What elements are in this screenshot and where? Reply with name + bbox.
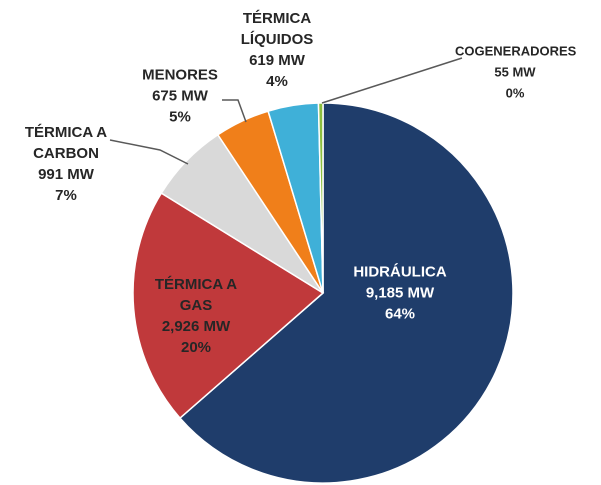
value-label: 9,185 MW (365, 284, 435, 302)
percent-label: 64% (384, 305, 416, 323)
category-label: MENORES (142, 66, 218, 84)
percent-label: 4% (266, 73, 288, 90)
percent-label: 20% (180, 339, 212, 356)
value-label: 991 MW (38, 166, 94, 183)
slice-label: TÉRMICA A CARBON 991 MW 7% (16, 122, 116, 206)
category-label: TÉRMICA A GAS (154, 276, 238, 314)
slice-label: TÉRMICA LÍQUIDOS 619 MW 4% (232, 8, 322, 92)
slice (132, 192, 325, 420)
value-label: 55 MW (494, 64, 536, 80)
leader-line (222, 99, 247, 123)
slice-label: HIDRÁULICA 9,185 MW 64% (330, 262, 470, 325)
value-label: 619 MW (249, 52, 305, 69)
percent-label: 5% (169, 108, 191, 126)
leader-line (321, 57, 463, 104)
slice-label: TÉRMICA A GAS 2,926 MW 20% (146, 274, 246, 358)
category-label: COGENERADORES (455, 43, 577, 59)
percent-label: 7% (55, 187, 77, 204)
category-label: TÉRMICA LÍQUIDOS (240, 10, 314, 48)
category-label: TÉRMICA A CARBON (24, 124, 108, 162)
leader-line (109, 139, 189, 165)
slice-label: MENORES 675 MW 5% (130, 65, 230, 128)
value-label: 2,926 MW (161, 318, 231, 335)
pie (132, 102, 514, 484)
percent-label: 0% (505, 85, 525, 101)
slice-label: COGENERADORES 55 MW 0% (455, 41, 577, 104)
slice (178, 102, 514, 484)
category-label: HIDRÁULICA (353, 263, 447, 281)
value-label: 675 MW (152, 87, 208, 105)
